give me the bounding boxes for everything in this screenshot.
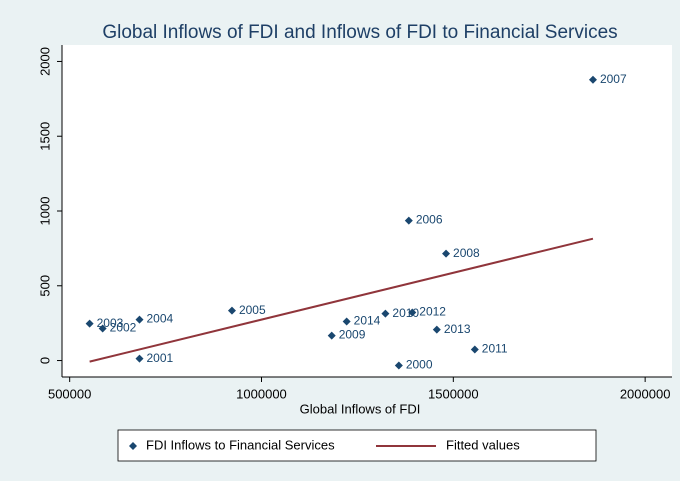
- point-label: 2000: [406, 358, 433, 372]
- point-label: 2014: [354, 314, 381, 328]
- legend: [117, 429, 597, 462]
- y-tick-label: 1500: [37, 122, 52, 151]
- x-tick-label: 1000000: [236, 386, 287, 401]
- point-label: 2002: [110, 321, 137, 335]
- point-label: 2008: [453, 246, 480, 260]
- point: [408, 308, 417, 317]
- legend-symbol: [129, 442, 137, 450]
- point-label: 2011: [482, 342, 508, 356]
- y-tick-label: 2000: [37, 47, 52, 76]
- point: [135, 354, 144, 363]
- y-tick-label: 500: [37, 275, 52, 297]
- x-tick-label: 500000: [48, 386, 91, 401]
- point-label: 2012: [419, 305, 446, 319]
- point: [442, 249, 451, 258]
- point-label: 2005: [239, 303, 266, 317]
- point: [394, 361, 403, 370]
- point: [135, 315, 144, 324]
- point-label: 2007: [600, 72, 627, 86]
- y-tick-label: 1000: [37, 197, 52, 226]
- point: [85, 319, 94, 328]
- plot-area: [62, 45, 672, 377]
- point: [227, 306, 236, 315]
- point-label: 2004: [146, 312, 173, 326]
- fitted-line: [89, 237, 594, 363]
- point: [342, 317, 351, 326]
- y-tick-label: 0: [37, 357, 52, 364]
- point: [470, 345, 479, 354]
- chart-title: Global Inflows of FDI and Inflows of FDI…: [102, 22, 617, 43]
- legend-label: Fitted values: [446, 437, 520, 452]
- point-label: 2009: [339, 328, 366, 342]
- point: [381, 309, 390, 318]
- x-tick-label: 1500000: [428, 386, 479, 401]
- point-label: 2006: [416, 213, 443, 227]
- point: [404, 216, 413, 225]
- point: [432, 325, 441, 334]
- point-label: 2001: [146, 351, 173, 365]
- point: [588, 75, 597, 84]
- x-tick-label: 2000000: [620, 386, 671, 401]
- legend-label: FDI Inflows to Financial Services: [146, 437, 335, 452]
- point-label: 2013: [444, 322, 471, 336]
- x-axis-title: Global Inflows of FDI: [300, 401, 421, 416]
- point: [327, 331, 336, 340]
- point: [98, 324, 107, 333]
